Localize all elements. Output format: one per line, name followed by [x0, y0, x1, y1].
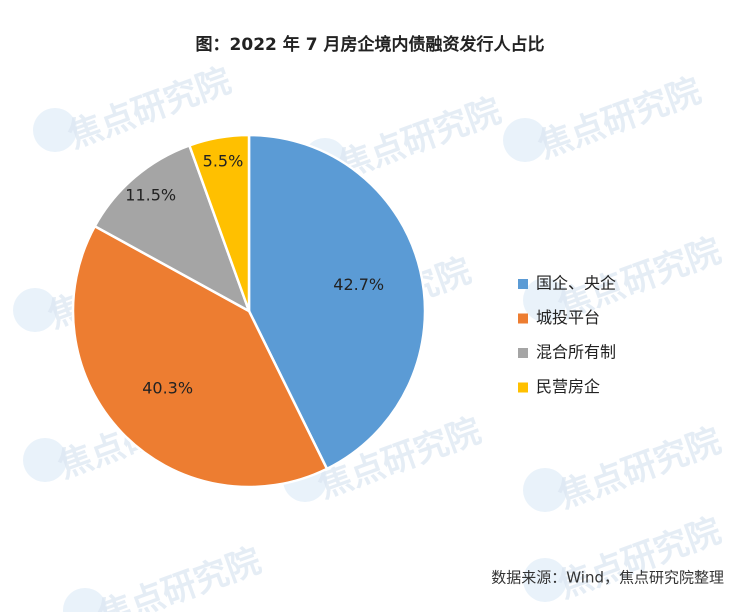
legend-swatch — [518, 279, 528, 289]
legend-label: 城投平台 — [536, 308, 600, 327]
legend-label: 国企、央企 — [536, 274, 616, 293]
legend-swatch — [518, 313, 528, 324]
pie: 42.7% 40.3% 11.5% 5.5% — [71, 133, 427, 489]
watermark-icon — [503, 118, 547, 162]
legend-label: 民营房企 — [536, 377, 600, 396]
watermark-icon — [523, 468, 567, 512]
watermark-icon — [23, 438, 67, 482]
data-label: 42.7% — [333, 275, 384, 294]
watermark-icon — [13, 288, 57, 332]
legend-label: 混合所有制 — [536, 343, 616, 362]
watermark-icon — [63, 588, 107, 612]
pie-slice — [187, 133, 251, 312]
legend-swatch — [518, 348, 528, 358]
watermark-icon — [523, 558, 567, 602]
data-label: 40.3% — [142, 378, 193, 397]
source-note: 数据来源：Wind，焦点研究院整理 — [491, 569, 724, 587]
data-label: 5.5% — [203, 151, 244, 170]
watermark-icon — [523, 278, 567, 322]
pie-slice — [71, 224, 329, 489]
watermark-icon — [33, 108, 77, 152]
legend-swatch — [518, 382, 528, 393]
pie-slice — [247, 133, 427, 471]
data-label: 11.5% — [125, 185, 176, 204]
chart-title: 图：2022 年 7 月房企境内债融资发行人占比 — [196, 34, 545, 55]
pie-slice — [93, 143, 252, 314]
